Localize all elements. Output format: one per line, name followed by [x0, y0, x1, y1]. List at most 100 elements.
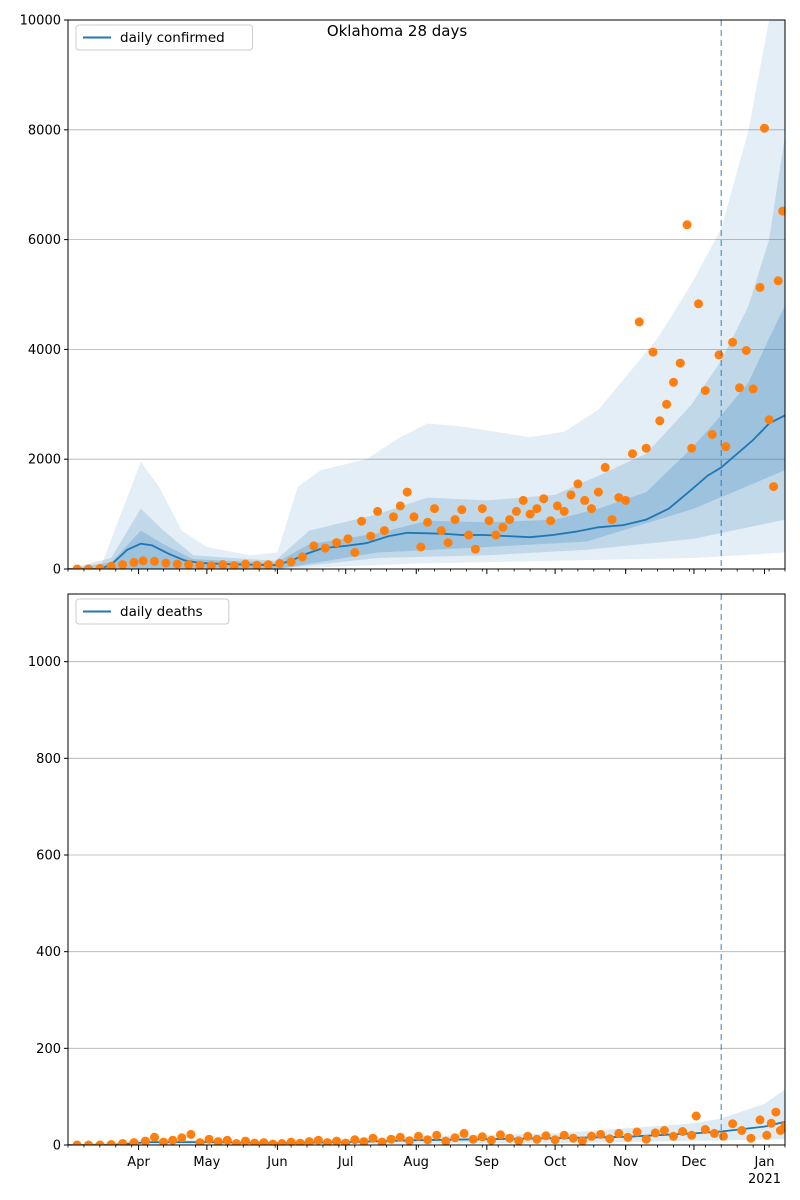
data-point [423, 517, 433, 527]
legend-label: daily confirmed [120, 30, 225, 46]
data-point [623, 1132, 633, 1142]
data-point [195, 560, 205, 569]
confidence-band [68, 1089, 785, 1145]
data-point [84, 1140, 93, 1145]
data-point [350, 548, 360, 557]
x-tick-year-label: 2021 [748, 1172, 781, 1187]
data-point [323, 1138, 332, 1145]
data-point [150, 556, 159, 566]
data-point [332, 1136, 342, 1145]
data-point [486, 1135, 496, 1145]
data-point [297, 552, 307, 562]
x-tick-label: Nov [613, 1155, 639, 1170]
data-point [379, 526, 389, 536]
y-tick-label: 1000 [28, 655, 61, 670]
data-point [168, 1135, 178, 1145]
data-point [648, 347, 658, 357]
data-point [764, 415, 774, 425]
data-point [596, 1129, 606, 1139]
data-point [368, 1133, 378, 1143]
data-point [416, 542, 426, 552]
data-point [546, 516, 556, 526]
data-point [259, 1138, 269, 1145]
data-point [662, 399, 672, 409]
data-point [769, 482, 779, 492]
data-point [628, 449, 637, 459]
data-point [341, 1138, 351, 1145]
data-point [600, 462, 610, 472]
data-point [721, 442, 731, 452]
data-point [719, 1131, 728, 1141]
data-point [241, 1136, 250, 1145]
x-tick-label: Oct [544, 1155, 566, 1170]
data-point [541, 1131, 551, 1141]
data-point [140, 1136, 150, 1145]
series-line [68, 414, 785, 569]
data-point [614, 1128, 624, 1138]
data-point [206, 561, 216, 569]
data-point [518, 495, 528, 505]
y-tick-label: 800 [36, 752, 61, 767]
x-tick-label: Apr [127, 1155, 150, 1170]
y-tick-label: 2000 [28, 453, 61, 468]
y-tick-label: 200 [36, 1042, 61, 1057]
data-point [309, 541, 319, 551]
legend: daily confirmed [75, 24, 253, 51]
data-point [669, 1131, 678, 1141]
confidence-band [68, 305, 785, 569]
plot-area [68, 1089, 785, 1145]
data-point [468, 1134, 478, 1144]
data-point [559, 1130, 569, 1140]
data-point [138, 556, 148, 566]
data-point [714, 350, 724, 360]
data-point [172, 559, 182, 569]
data-point [118, 1139, 128, 1145]
data-point [691, 1111, 701, 1121]
data-point [250, 1138, 260, 1145]
data-point [766, 1118, 776, 1128]
y-tick-label: 6000 [28, 233, 61, 248]
data-point [313, 1135, 323, 1145]
data-point [532, 504, 542, 514]
data-point [580, 495, 590, 505]
data-point [773, 276, 783, 286]
data-point [377, 1137, 387, 1145]
data-point [218, 560, 228, 569]
data-point [762, 1130, 772, 1140]
data-point [655, 416, 665, 426]
data-point [687, 443, 697, 453]
y-tick-label: 8000 [28, 123, 61, 138]
data-point [161, 558, 171, 568]
x-tick-label: Jul [337, 1155, 354, 1170]
data-point [229, 561, 239, 569]
data-point [496, 1130, 505, 1140]
data-point [277, 1139, 287, 1145]
data-point [532, 1134, 542, 1144]
data-point [470, 544, 480, 554]
data-point [614, 493, 624, 503]
data-point [373, 506, 383, 516]
data-point [682, 220, 692, 230]
confidence-band [68, 20, 785, 569]
data-point [204, 1134, 214, 1144]
data-point [332, 538, 342, 548]
data-point [423, 1135, 433, 1145]
axes-frame [67, 19, 786, 570]
data-point [505, 1133, 515, 1143]
data-point [457, 505, 467, 515]
data-point [222, 1135, 232, 1145]
data-point [641, 443, 651, 453]
x-tick-label: Sep [475, 1155, 500, 1170]
data-point [343, 534, 353, 544]
data-point [694, 299, 703, 309]
data-point [459, 1128, 469, 1138]
x-tick-label: Aug [404, 1155, 429, 1170]
data-point [525, 509, 535, 519]
axes-frame [67, 593, 786, 1146]
x-tick-label: Dec [681, 1155, 706, 1170]
y-tick-label: 10000 [20, 14, 61, 29]
legend-label: daily deaths [120, 604, 203, 620]
x-tick-label: May [193, 1155, 220, 1170]
data-point [523, 1131, 533, 1141]
data-point [195, 1138, 205, 1145]
